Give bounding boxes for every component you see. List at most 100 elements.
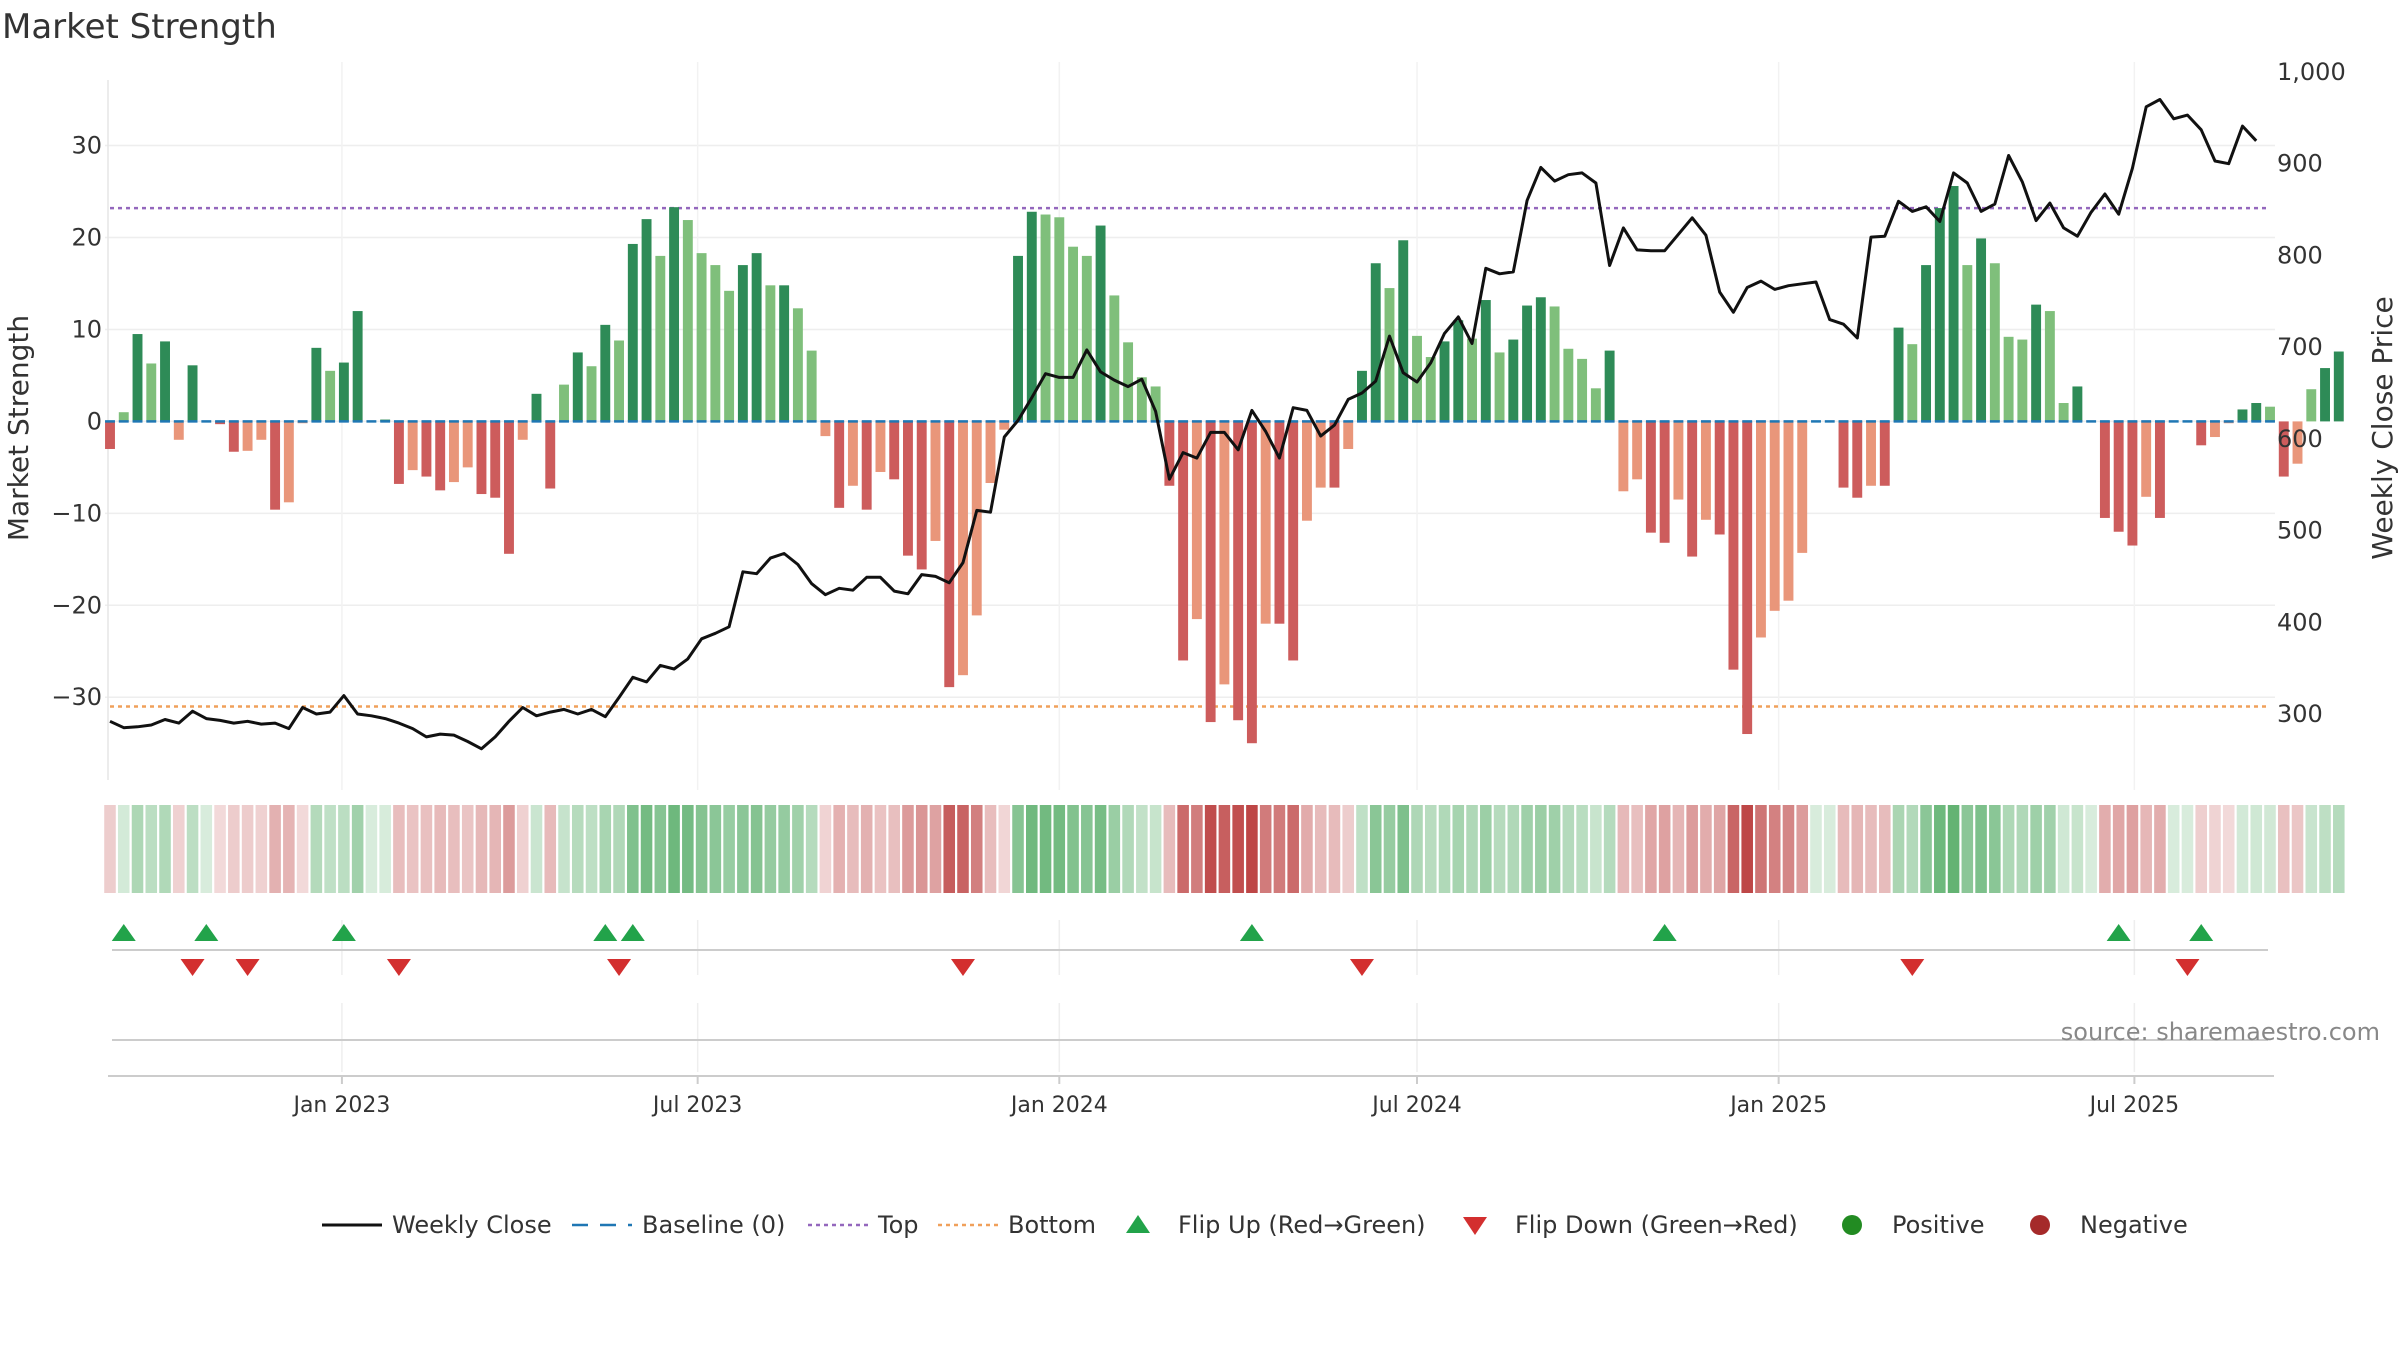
strength-bar [435, 421, 446, 491]
legend-label: Baseline (0) [642, 1211, 785, 1239]
heat-cell [1191, 805, 1203, 893]
strength-bar [2099, 421, 2110, 518]
heat-cell [1081, 805, 1093, 893]
heat-cell [627, 805, 639, 893]
strength-bar [2058, 403, 2069, 422]
left-axis: 30 20 10 0 −10 −20 −30 [51, 132, 102, 712]
strength-bar [1783, 421, 1794, 601]
heat-cell [915, 805, 928, 893]
legend-swatch-positive [1842, 1215, 1862, 1235]
heat-cell [1438, 805, 1451, 893]
strength-bar [1136, 377, 1147, 422]
flip-up-marker [620, 924, 645, 941]
strength-bar [1549, 306, 1560, 422]
legend-label: Negative [2080, 1211, 2188, 1239]
flip-up-marker [331, 924, 356, 941]
strength-bar [1068, 246, 1079, 422]
heat-cell [1314, 805, 1327, 893]
strength-bar [1563, 348, 1574, 422]
legend-swatch-flip-down [1463, 1217, 1487, 1235]
heat-cell [2250, 805, 2263, 893]
heat-cell [1287, 805, 1299, 893]
heat-cell [1452, 805, 1465, 893]
strength-bar [242, 421, 253, 451]
right-tick-label: 1,000 [2277, 58, 2346, 86]
strength-bar [270, 421, 281, 510]
heat-cell [1837, 805, 1850, 893]
heat-cell [1989, 805, 2001, 893]
heat-cell [1012, 805, 1024, 893]
heat-cell [1053, 805, 1066, 893]
strength-bar [352, 311, 363, 422]
strength-bar [1191, 421, 1202, 620]
strength-bar [930, 421, 941, 541]
heat-cell [1947, 805, 1960, 893]
heat-cell [1507, 805, 1520, 893]
heat-cell [1755, 805, 1767, 893]
heat-cell [1878, 805, 1891, 893]
strength-bar [1026, 211, 1037, 422]
strength-bar [2072, 386, 2083, 422]
heat-cell [1810, 805, 1822, 893]
heat-cell [2222, 805, 2235, 893]
strength-bar [2251, 403, 2262, 422]
heat-cell [2333, 805, 2345, 893]
legend-label: Bottom [1008, 1211, 1096, 1239]
heat-cell [723, 805, 735, 893]
heat-cell [379, 805, 391, 893]
strength-bar [2306, 389, 2317, 422]
strength-bar [1081, 255, 1092, 422]
strength-bar [1315, 421, 1326, 488]
heat-cell [1975, 805, 1987, 893]
strength-bar [875, 421, 886, 472]
heat-cell [503, 805, 515, 893]
strength-bar [792, 308, 803, 422]
heat-cell [1493, 805, 1506, 893]
right-tick-label: 800 [2277, 241, 2323, 269]
legend-swatch-negative [2030, 1215, 2050, 1235]
heat-cell [1672, 805, 1685, 893]
heat-cell [1727, 805, 1740, 893]
strength-bar [256, 421, 267, 440]
strength-bar [1288, 421, 1299, 661]
legend-label: Top [877, 1211, 919, 1239]
strength-bar [2265, 406, 2275, 422]
strength-bar [724, 290, 735, 422]
strength-bar [1054, 217, 1065, 422]
strength-bars [105, 186, 2344, 744]
strength-bar [1164, 421, 1175, 486]
heat-cell [902, 805, 914, 893]
strength-bar [1756, 421, 1766, 638]
strength-bar [559, 384, 569, 422]
right-tick-label: 900 [2277, 150, 2323, 178]
heat-cell [200, 805, 213, 893]
heat-cell [571, 805, 584, 893]
strength-bar [504, 421, 514, 554]
flip-up-marker [111, 924, 136, 941]
strength-bar [572, 352, 583, 422]
heat-cell [117, 805, 130, 893]
strength-bar [1095, 225, 1106, 422]
heat-cell [709, 805, 722, 893]
strength-bar [820, 421, 831, 437]
heat-cell [1892, 805, 1905, 893]
source-label: source: sharemaestro.com [2061, 1018, 2380, 1046]
heat-cell [1906, 805, 1919, 893]
heat-cell [1521, 805, 1533, 893]
heat-cell [847, 805, 859, 893]
strength-bar [806, 350, 817, 422]
heat-cell [1411, 805, 1423, 893]
heat-cell [2319, 805, 2331, 893]
left-tick-label: 0 [87, 407, 102, 435]
strength-bar [1797, 421, 1808, 553]
strength-bar [1508, 339, 1519, 422]
heat-cell [778, 805, 790, 893]
strength-bar [2278, 421, 2289, 477]
heat-cell [489, 805, 502, 893]
strength-bar [173, 421, 184, 440]
heat-cell [1700, 805, 1712, 893]
strength-bar [421, 421, 432, 477]
x-axis: Jan 2023 Jul 2023 Jan 2024 Jul 2024 Jan 2025… [108, 1075, 2274, 1118]
legend-label: Flip Down (Green→Red) [1515, 1211, 1798, 1239]
heat-cell [324, 805, 336, 893]
